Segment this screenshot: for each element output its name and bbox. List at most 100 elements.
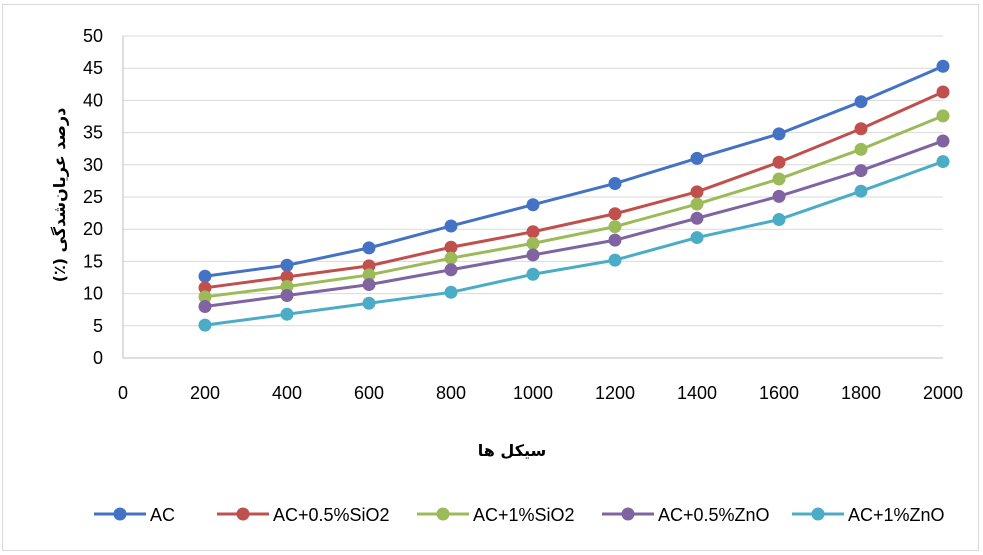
y-tick-label: 0 — [93, 348, 103, 368]
series-line — [204, 114, 944, 299]
legend-marker — [436, 507, 450, 521]
x-tick-label: 1600 — [759, 383, 799, 403]
data-point — [936, 59, 950, 73]
series-line — [204, 139, 944, 308]
y-tick-label: 45 — [83, 58, 103, 78]
y-tick-label: 20 — [83, 219, 103, 239]
data-point — [608, 233, 622, 247]
data-point — [608, 207, 622, 221]
y-tick-label: 30 — [83, 155, 103, 175]
data-point — [362, 268, 376, 282]
data-point — [936, 155, 950, 169]
data-point — [854, 164, 868, 178]
data-point — [854, 142, 868, 156]
y-tick-label: 50 — [83, 26, 103, 46]
data-point — [772, 172, 786, 186]
axes — [122, 36, 943, 359]
y-tick-label: 35 — [83, 123, 103, 143]
data-point — [526, 198, 540, 212]
series-5 — [198, 155, 950, 332]
legend-label: AC+1%SiO2 — [473, 505, 575, 525]
y-tick-label: 5 — [93, 316, 103, 336]
data-point — [526, 267, 540, 281]
data-point — [936, 85, 950, 99]
x-tick-label: 0 — [118, 383, 128, 403]
x-tick-label: 400 — [272, 383, 302, 403]
legend-label: AC+0.5%ZnO — [658, 505, 770, 525]
data-point — [772, 127, 786, 141]
x-tick-label: 600 — [354, 383, 384, 403]
data-point — [690, 197, 704, 211]
legend-item: AC+1%SiO2 — [417, 505, 575, 525]
data-point — [198, 281, 212, 295]
data-point — [608, 176, 622, 190]
legend-marker — [236, 507, 250, 521]
data-point — [362, 278, 376, 292]
series-1 — [198, 59, 950, 283]
series-3 — [198, 109, 950, 304]
data-point — [444, 219, 458, 233]
y-tick-label: 15 — [83, 251, 103, 271]
x-axis-title: سیکل ها — [478, 441, 547, 460]
series-4 — [198, 134, 950, 313]
data-point — [936, 134, 950, 148]
legend-marker — [113, 507, 127, 521]
data-point — [526, 248, 540, 262]
data-point — [444, 285, 458, 299]
data-point — [608, 253, 622, 267]
y-tick-label: 25 — [83, 187, 103, 207]
data-point — [936, 109, 950, 123]
data-point — [608, 220, 622, 234]
data-point — [690, 151, 704, 165]
data-point — [690, 231, 704, 245]
series-2 — [198, 85, 950, 295]
data-point — [854, 95, 868, 109]
x-tick-label: 1200 — [595, 383, 635, 403]
x-tick-label: 2000 — [923, 383, 963, 403]
legend-item: AC — [94, 505, 175, 525]
legend-label: AC — [150, 505, 175, 525]
data-point — [280, 307, 294, 321]
data-point — [690, 211, 704, 225]
x-tick-label: 1000 — [513, 383, 553, 403]
data-point — [854, 184, 868, 198]
series-line — [204, 160, 944, 327]
data-point — [280, 270, 294, 284]
data-point — [362, 296, 376, 310]
tick-labels: 0 5 10 15 20 25 30 35 40 45 50 0 200 400 600 800 1000 120… — [83, 26, 963, 403]
legend-marker — [621, 507, 635, 521]
legend-item: AC+0.5%SiO2 — [217, 505, 390, 525]
data-point — [526, 236, 540, 250]
data-point — [772, 213, 786, 227]
data-point — [362, 241, 376, 255]
series-line — [204, 64, 944, 278]
data-point — [526, 225, 540, 239]
legend-marker — [811, 507, 825, 521]
data-point — [690, 185, 704, 199]
chart-frame — [2, 4, 979, 551]
y-axis-title: درصد عریان‌شدگی (٪) — [50, 108, 69, 283]
data-point — [444, 251, 458, 265]
data-point — [854, 122, 868, 136]
legend-label: AC+0.5%SiO2 — [273, 505, 390, 525]
legend-item: AC+1%ZnO — [792, 505, 945, 525]
legend-label: AC+1%ZnO — [848, 505, 945, 525]
x-tick-label: 1800 — [841, 383, 881, 403]
data-point — [198, 299, 212, 313]
y-tick-label: 10 — [83, 284, 103, 304]
data-point — [362, 259, 376, 273]
x-tick-label: 800 — [436, 383, 466, 403]
gridlines — [123, 35, 943, 327]
data-point — [772, 189, 786, 203]
data-point — [444, 240, 458, 254]
data-point — [280, 289, 294, 303]
legend-item: AC+0.5%ZnO — [602, 505, 770, 525]
series-line — [204, 90, 944, 290]
y-tick-label: 40 — [83, 90, 103, 110]
data-point — [280, 258, 294, 272]
data-point — [198, 318, 212, 332]
legend: AC AC+0.5%SiO2 AC+1%SiO2 AC+0.5%ZnO AC+1%ZnO — [94, 505, 945, 525]
data-point — [772, 155, 786, 169]
data-point — [444, 263, 458, 277]
